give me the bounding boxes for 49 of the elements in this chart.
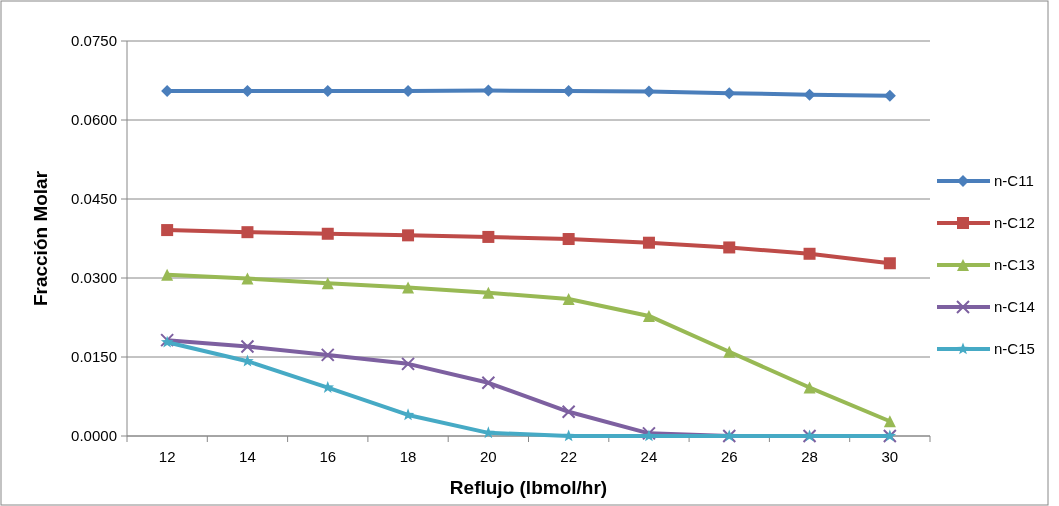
- point: [883, 257, 896, 270]
- y-tick-label: 0.0600: [71, 111, 117, 129]
- point: [482, 230, 495, 243]
- x-tick-label: 24: [640, 448, 658, 465]
- x-tick-label: 26: [720, 448, 738, 465]
- x-tick-label: 28: [801, 448, 818, 465]
- y-tick-label: 0.0450: [71, 190, 117, 208]
- y-tick-label: 0.0300: [71, 269, 117, 287]
- point: [402, 281, 415, 294]
- y-tick-label: 0.0000: [71, 427, 117, 445]
- point: [562, 293, 575, 306]
- point: [642, 236, 655, 249]
- x-tick-label: 18: [399, 448, 417, 465]
- y-tick-label: 0.0750: [71, 32, 117, 50]
- legend-label: n-C14: [994, 298, 1035, 316]
- x-tick-label: 16: [319, 448, 337, 465]
- point: [723, 241, 736, 254]
- point: [561, 404, 576, 419]
- point: [482, 286, 495, 299]
- point: [241, 226, 254, 239]
- point: [401, 356, 416, 371]
- point: [562, 429, 575, 442]
- point: [161, 224, 174, 237]
- x-tick-label: 12: [158, 448, 176, 465]
- point: [240, 339, 255, 354]
- y-tick-label: 0.0150: [71, 348, 117, 366]
- point: [883, 415, 896, 428]
- legend-label: n-C15: [994, 340, 1035, 358]
- x-tick-label: 22: [560, 448, 577, 465]
- point: [321, 227, 334, 240]
- legend-label: n-C12: [994, 214, 1035, 232]
- point: [481, 375, 496, 390]
- point: [402, 229, 415, 242]
- point: [803, 247, 816, 260]
- point: [642, 309, 655, 322]
- point: [562, 233, 575, 246]
- x-tick-label: 20: [480, 448, 497, 465]
- point: [723, 345, 736, 358]
- x-tick-label: 30: [881, 448, 899, 465]
- point: [320, 347, 335, 362]
- x-tick-label: 14: [239, 448, 256, 465]
- legend-label: n-C11: [994, 172, 1034, 190]
- x-axis-title: Reflujo (lbmol/hr): [449, 477, 608, 498]
- point: [321, 277, 334, 290]
- point: [161, 268, 174, 281]
- point: [803, 381, 816, 394]
- y-axis-title: Fracción Molar: [30, 170, 51, 307]
- legend-label: n-C13: [994, 256, 1035, 274]
- point: [241, 272, 254, 285]
